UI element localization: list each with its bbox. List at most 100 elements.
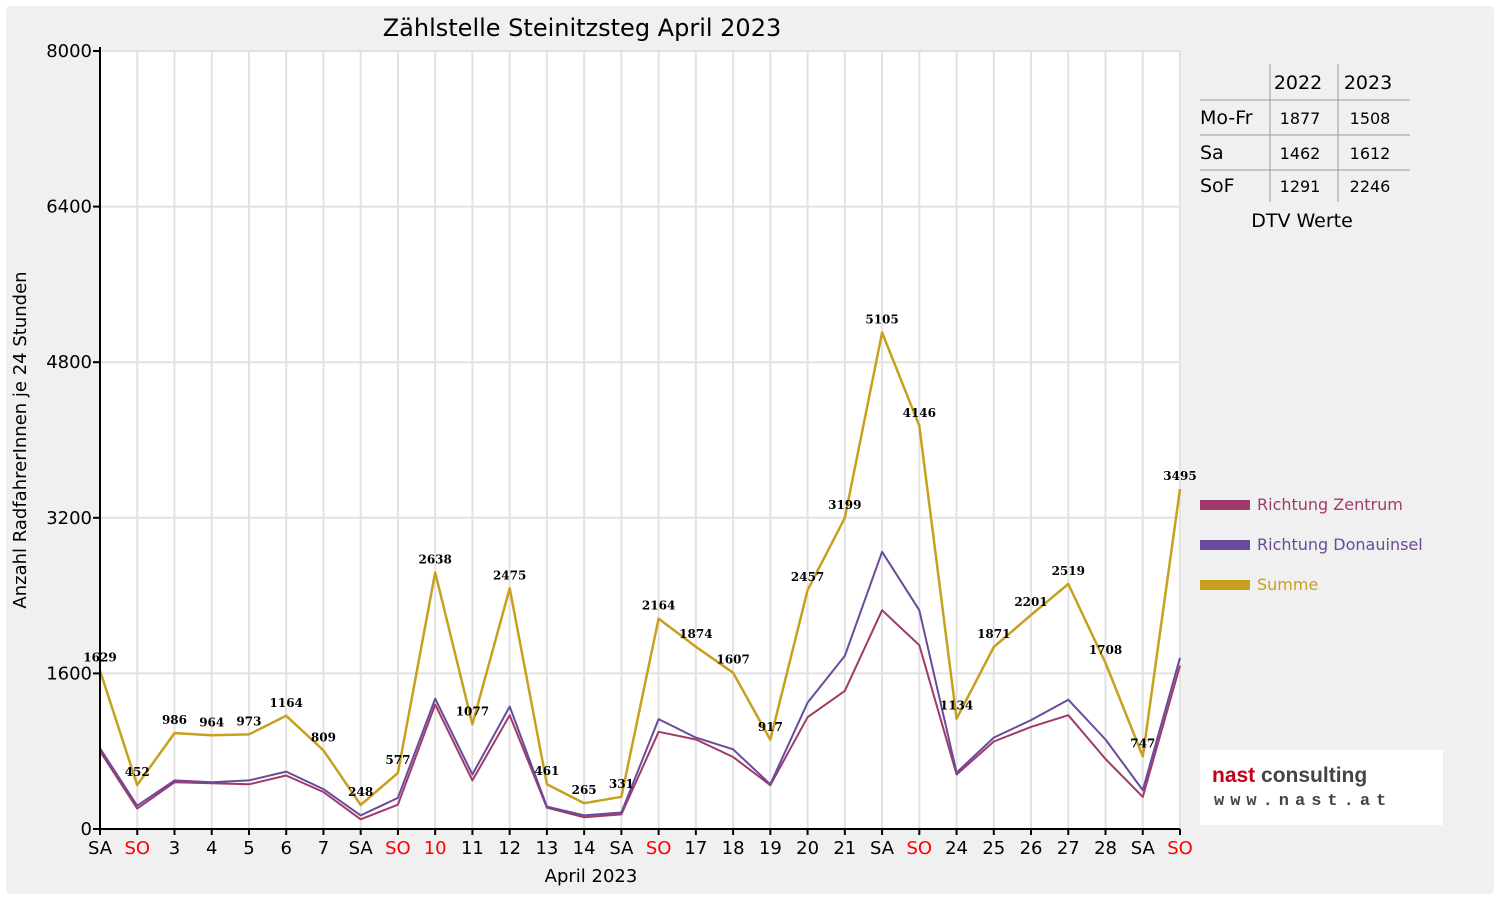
y-tick-label: 0	[81, 819, 92, 840]
data-label: 248	[348, 785, 373, 799]
data-label: 452	[125, 765, 150, 779]
x-tick-label: SO	[385, 838, 411, 859]
data-label: 1629	[83, 651, 116, 665]
x-tick-label: 20	[796, 838, 819, 859]
axes	[93, 47, 1181, 835]
data-label: 747	[1130, 736, 1155, 750]
data-label: 1164	[270, 696, 303, 710]
y-tick-label: 8000	[46, 41, 92, 62]
dtv-row-label: Mo-Fr	[1200, 107, 1253, 129]
x-tick-label: SO	[646, 838, 672, 859]
x-tick-label: 5	[243, 838, 254, 859]
data-label: 5105	[865, 313, 898, 327]
dtv-header-2023: 2023	[1344, 72, 1392, 94]
dtv-cell: 1877	[1280, 109, 1321, 128]
legend-label-zentrum: Richtung Zentrum	[1257, 495, 1403, 514]
legend: Richtung Zentrum Richtung Donauinsel Sum…	[1200, 495, 1423, 594]
y-axis-title: Anzahl RadfahrerInnen je 24 Stunden	[10, 271, 31, 608]
data-label: 1708	[1089, 643, 1122, 657]
data-label: 2164	[642, 599, 675, 613]
company-logo: nast consulting www.nast.at	[1200, 750, 1443, 825]
data-label: 265	[572, 783, 597, 797]
dtv-row-label: SoF	[1200, 175, 1235, 197]
x-tick-label: 19	[759, 838, 782, 859]
dtv-cell: 1291	[1280, 177, 1321, 196]
x-tick-label: SO	[1167, 838, 1193, 859]
gridlines	[100, 50, 1181, 829]
x-tick-label: 7	[318, 838, 329, 859]
x-tick-label: 21	[833, 838, 856, 859]
data-label: 461	[534, 764, 559, 778]
data-label: 2201	[1014, 595, 1047, 609]
data-label: 577	[385, 753, 410, 767]
dtv-cell: 1462	[1280, 144, 1321, 163]
data-label: 964	[199, 715, 224, 729]
legend-swatch-zentrum	[1200, 500, 1250, 510]
series-line-zentrum	[99, 609, 1181, 821]
dtv-row-label: Sa	[1200, 142, 1224, 164]
data-label: 809	[311, 730, 336, 744]
x-tick-label: 14	[573, 838, 596, 859]
legend-swatch-donauinsel	[1200, 540, 1250, 550]
x-tick-label: 13	[535, 838, 558, 859]
dtv-cell: 2246	[1350, 177, 1391, 196]
x-tick-label: 18	[722, 838, 745, 859]
series-line-summe	[98, 331, 1182, 807]
logo-wordmark: nast consulting	[1212, 764, 1367, 788]
dtv-cell: 1508	[1350, 109, 1391, 128]
data-labels: 1629 452 986 964 973 1164 809 248 577 2638 1077 247…	[83, 313, 1196, 799]
x-tick-label: SO	[907, 838, 933, 859]
data-label: 3199	[828, 498, 861, 512]
x-axis-title: April 2023	[545, 866, 638, 887]
data-label: 2519	[1052, 564, 1085, 578]
x-tick-label: 3	[169, 838, 180, 859]
x-tick-label: SA	[870, 838, 895, 859]
data-label: 1607	[716, 653, 749, 667]
x-tick-label: 25	[982, 838, 1005, 859]
x-tick-label: 10	[424, 838, 447, 859]
data-label: 973	[236, 714, 261, 728]
logo-brand-part1: nast	[1212, 764, 1256, 787]
data-label: 917	[758, 720, 783, 734]
x-tick-label: 26	[1020, 838, 1043, 859]
data-label: 331	[609, 777, 634, 791]
x-tick-label: SA	[88, 838, 113, 859]
y-tick-labels: 0 1600 3200 4800 6400 8000	[46, 41, 92, 840]
plot-background	[100, 51, 1180, 829]
x-tick-label: SA	[349, 838, 374, 859]
x-tick-labels: SA SO 3 4 5 6 7 SA SO 10 11 12 13 14 SA SO 17 18 19 20 21 SA S…	[88, 838, 1193, 859]
data-label: 3495	[1163, 469, 1196, 483]
series-line-donauinsel	[99, 550, 1181, 817]
chart-title: Zählstelle Steinitzsteg April 2023	[383, 14, 782, 42]
data-label: 1077	[456, 704, 489, 718]
legend-label-donauinsel: Richtung Donauinsel	[1257, 535, 1423, 554]
plot-area	[100, 51, 1180, 829]
dtv-caption: DTV Werte	[1251, 210, 1353, 232]
x-tick-label: 12	[498, 838, 521, 859]
legend-label-summe: Summe	[1257, 575, 1318, 594]
y-tick-label: 6400	[46, 197, 92, 218]
x-tick-label: 17	[684, 838, 707, 859]
data-label: 1871	[977, 627, 1010, 641]
legend-swatch-summe	[1200, 580, 1250, 590]
dtv-table: 2022 2023 Mo-Fr 1877 1508 Sa 1462 1612 S…	[1200, 64, 1410, 232]
data-label: 1134	[940, 699, 973, 713]
x-tick-label: 6	[280, 838, 291, 859]
x-tick-label: SO	[124, 838, 150, 859]
x-tick-label: 11	[461, 838, 484, 859]
data-label: 4146	[903, 406, 936, 420]
x-tick-label: SA	[609, 838, 634, 859]
x-tick-label: 24	[945, 838, 968, 859]
x-tick-label: 27	[1057, 838, 1080, 859]
series-lines	[98, 331, 1182, 821]
y-tick-label: 3200	[46, 508, 92, 529]
y-tick-label: 1600	[46, 663, 92, 684]
y-tick-label: 4800	[46, 352, 92, 373]
data-label: 1874	[679, 627, 712, 641]
data-label: 986	[162, 713, 187, 727]
x-tick-label: SA	[1131, 838, 1156, 859]
logo-brand-part2: consulting	[1261, 764, 1368, 787]
data-label: 2457	[791, 570, 824, 584]
data-label: 2638	[418, 552, 451, 566]
